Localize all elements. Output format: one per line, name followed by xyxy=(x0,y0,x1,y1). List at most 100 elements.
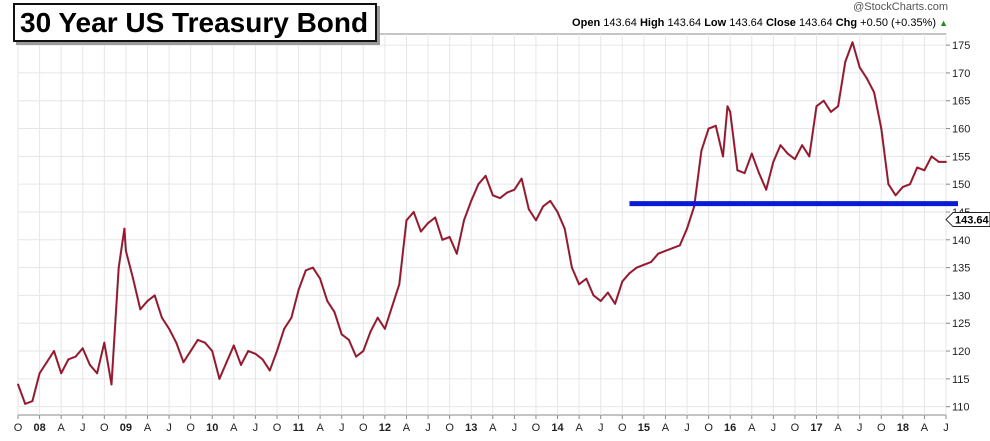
price-point xyxy=(916,166,919,169)
price-point xyxy=(182,361,185,364)
x-tick-label: 18 xyxy=(897,422,909,434)
x-tick-label: J xyxy=(598,422,604,434)
x-tick-label: 10 xyxy=(206,422,218,434)
open-label: Open xyxy=(572,17,601,29)
price-point xyxy=(722,155,724,158)
price-point xyxy=(189,350,192,352)
price-point xyxy=(146,300,149,302)
price-point xyxy=(455,252,458,255)
price-point xyxy=(527,208,530,211)
price-point xyxy=(405,219,408,222)
price-point xyxy=(707,127,710,130)
x-tick-label: O xyxy=(877,422,886,434)
price-point xyxy=(506,191,509,194)
high-label: High xyxy=(639,17,665,29)
price-point xyxy=(923,169,926,172)
price-point xyxy=(664,250,667,252)
price-point xyxy=(283,327,286,330)
y-tick-label: 175 xyxy=(952,40,970,52)
y-tick-label: 155 xyxy=(952,151,970,163)
price-point xyxy=(937,161,940,163)
y-tick-label: 150 xyxy=(952,179,970,191)
price-point xyxy=(319,277,322,280)
x-tick-label: A xyxy=(144,422,152,434)
price-point xyxy=(232,344,235,347)
price-point xyxy=(391,305,393,308)
price-point xyxy=(362,350,365,352)
price-point xyxy=(297,288,300,291)
price-point xyxy=(412,211,415,213)
price-point xyxy=(621,280,624,283)
x-tick-label: J xyxy=(684,422,690,434)
x-tick-label: J xyxy=(943,422,949,434)
price-point xyxy=(794,158,796,161)
x-tick-label: 13 xyxy=(465,422,477,434)
price-point xyxy=(117,266,120,269)
close-label: Close xyxy=(765,17,796,29)
x-tick-label: J xyxy=(512,422,518,434)
x-tick-label: J xyxy=(80,422,86,434)
price-point xyxy=(434,216,437,219)
x-tick-label: 12 xyxy=(379,422,391,434)
price-point xyxy=(578,283,581,286)
y-tick-label: 170 xyxy=(952,68,970,80)
price-point xyxy=(686,227,688,230)
x-tick-label: 09 xyxy=(120,422,132,434)
price-point xyxy=(822,99,825,102)
x-tick-label: 11 xyxy=(293,422,305,434)
price-point xyxy=(168,327,170,330)
price-point xyxy=(779,144,782,147)
price-point xyxy=(196,339,199,341)
price-point xyxy=(60,372,63,375)
price-point xyxy=(304,269,307,272)
price-point xyxy=(726,105,729,108)
x-tick-label: O xyxy=(100,422,109,434)
price-point xyxy=(477,183,480,186)
price-point xyxy=(499,197,501,199)
x-tick-label: A xyxy=(403,422,411,434)
price-point xyxy=(628,272,631,275)
y-tick-label: 125 xyxy=(952,318,970,330)
price-point xyxy=(132,277,135,280)
price-point xyxy=(765,188,768,191)
price-point xyxy=(376,316,379,319)
y-tick-label: 165 xyxy=(952,96,970,108)
price-point xyxy=(470,199,473,202)
price-point xyxy=(312,266,314,269)
price-point xyxy=(225,361,228,364)
price-point xyxy=(333,311,336,314)
price-point xyxy=(290,316,293,319)
price-point xyxy=(758,172,760,174)
x-tick-label: O xyxy=(359,422,368,434)
price-point xyxy=(125,250,127,252)
price-point xyxy=(355,355,358,358)
price-point xyxy=(880,127,883,130)
x-tick-label: A xyxy=(57,422,65,434)
price-point xyxy=(17,383,19,386)
price-point xyxy=(571,266,573,269)
price-point xyxy=(484,174,487,177)
price-point xyxy=(110,383,113,386)
chg-value: +0.50 (+0.35%) xyxy=(860,17,937,29)
price-point xyxy=(729,110,732,113)
price-point xyxy=(463,219,465,222)
x-tick-label: A xyxy=(834,422,842,434)
price-point xyxy=(268,369,271,372)
price-point xyxy=(74,355,77,358)
y-tick-label: 115 xyxy=(952,374,970,386)
price-point xyxy=(606,291,609,294)
last-value-marker: 143.64 xyxy=(945,212,990,228)
x-tick-label: O xyxy=(186,422,195,434)
price-point xyxy=(383,327,386,330)
price-point xyxy=(873,91,875,94)
x-tick-label: O xyxy=(273,422,282,434)
price-point xyxy=(261,358,264,361)
price-point xyxy=(678,244,681,247)
last-value-label: 143.64 xyxy=(955,215,990,227)
y-tick-label: 160 xyxy=(952,124,970,136)
price-point xyxy=(24,402,27,405)
price-point xyxy=(750,152,753,155)
price-point xyxy=(67,358,70,361)
price-point xyxy=(786,152,789,155)
